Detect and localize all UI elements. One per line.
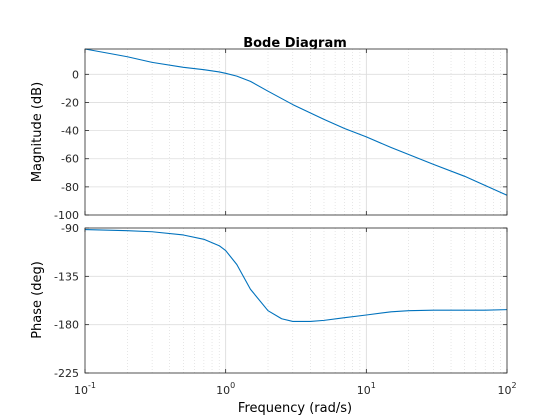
y-tick-label: -135 bbox=[54, 270, 79, 283]
y-tick-label: -100 bbox=[54, 209, 79, 222]
y-tick-label: 0 bbox=[72, 68, 79, 81]
y-tick-label: -225 bbox=[54, 367, 79, 380]
x-tick-label: 102 bbox=[497, 381, 516, 397]
x-tick-label: 101 bbox=[357, 381, 376, 397]
magnitude-grid bbox=[85, 49, 507, 215]
y-tick-label: -80 bbox=[61, 181, 79, 194]
y-tick-label: -20 bbox=[61, 96, 79, 109]
magnitude-plot-area bbox=[85, 49, 507, 215]
magnitude-axes-box bbox=[84, 48, 508, 216]
series-line bbox=[84, 229, 508, 322]
series-line bbox=[84, 48, 508, 196]
phase-axes-box bbox=[84, 227, 508, 374]
magnitude-panel: 0 -20 -40 -60 -80 -100 Magnitude (dB) bbox=[30, 48, 508, 222]
magnitude-series bbox=[84, 48, 508, 196]
y-tick-label: -90 bbox=[61, 222, 79, 235]
x-ticks: 10-1 100 101 102 bbox=[74, 381, 517, 397]
x-tick-label: 10-1 bbox=[74, 381, 96, 397]
phase-grid bbox=[85, 228, 507, 373]
y-tick-label: -40 bbox=[61, 125, 79, 138]
chart-title: Bode Diagram bbox=[243, 36, 347, 51]
phase-series bbox=[84, 229, 508, 322]
phase-plot-area bbox=[85, 228, 507, 373]
phase-y-axis-label: Phase (deg) bbox=[30, 261, 45, 339]
magnitude-y-ticks: 0 -20 -40 -60 -80 -100 bbox=[54, 49, 508, 222]
phase-panel: -90 -135 -180 -225 Phase (deg) bbox=[30, 222, 508, 380]
x-axis-label: Frequency (rad/s) bbox=[238, 401, 352, 416]
y-tick-label: -180 bbox=[54, 319, 79, 332]
phase-y-ticks: -90 -135 -180 -225 bbox=[54, 222, 508, 380]
magnitude-y-axis-label: Magnitude (dB) bbox=[30, 82, 45, 182]
y-tick-label: -60 bbox=[61, 153, 79, 166]
x-tick-label: 100 bbox=[216, 381, 235, 397]
